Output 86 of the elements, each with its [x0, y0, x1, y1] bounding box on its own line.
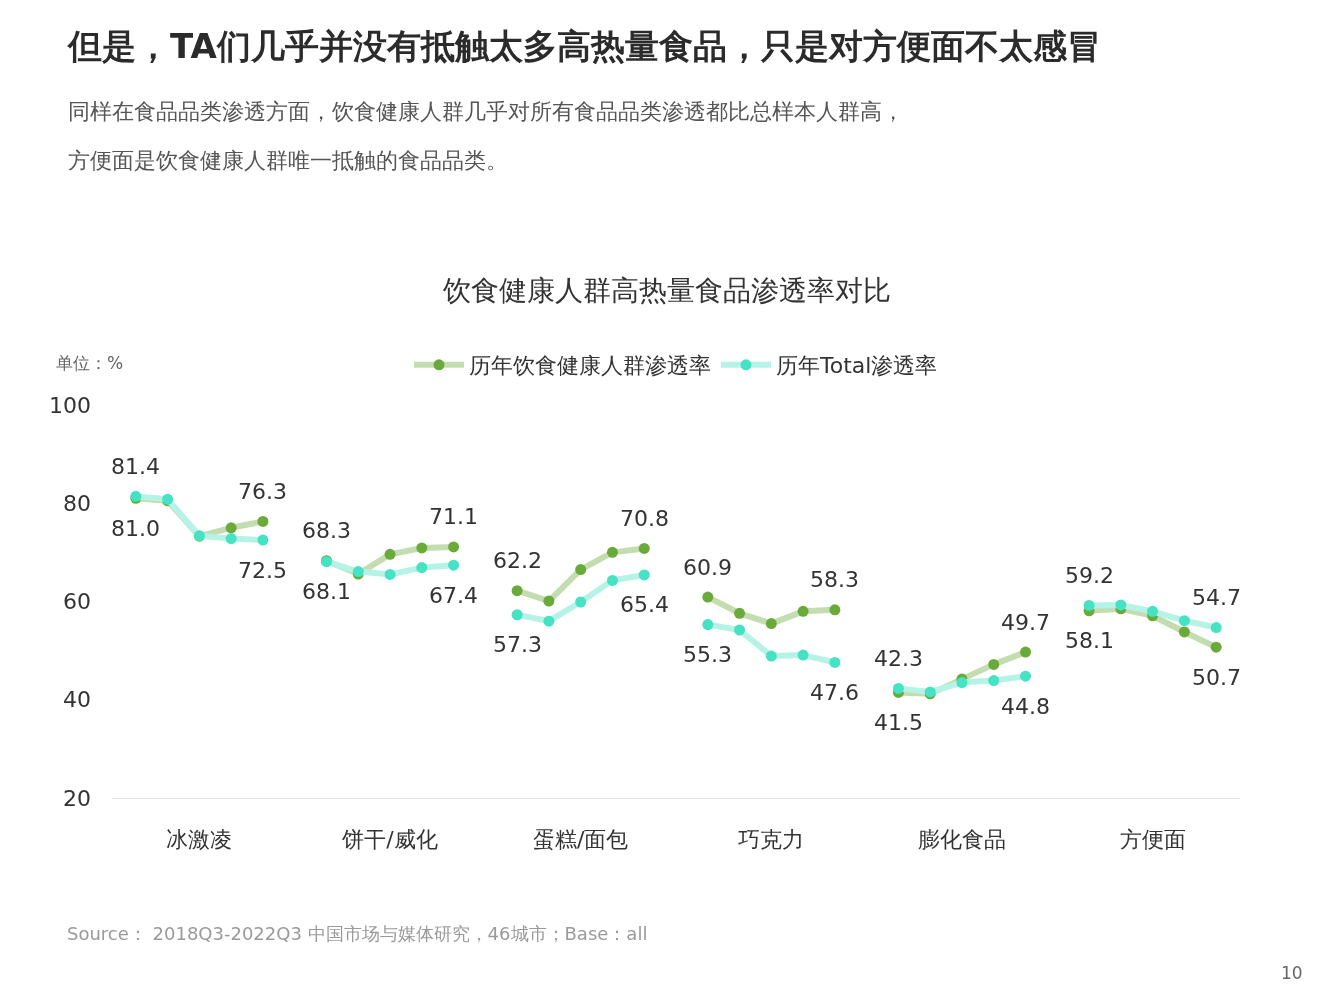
- data-label: 65.4: [620, 592, 669, 617]
- y-tick-label: 20: [63, 785, 91, 811]
- point: [384, 548, 396, 560]
- data-label: 47.6: [810, 680, 859, 705]
- data-label: 58.3: [810, 567, 859, 592]
- point: [1178, 615, 1190, 627]
- data-label: 54.7: [1192, 585, 1241, 610]
- data-label: 68.3: [302, 518, 351, 543]
- data-label: 60.9: [683, 555, 732, 580]
- data-label: 44.8: [1001, 694, 1050, 719]
- y-tick-label: 100: [49, 392, 91, 418]
- legend-label: 历年Total渗透率: [776, 353, 938, 379]
- point: [1178, 626, 1190, 638]
- point: [1020, 670, 1032, 682]
- point: [416, 562, 428, 574]
- point: [511, 609, 523, 621]
- y-tick-label: 40: [63, 687, 91, 713]
- point: [702, 619, 714, 631]
- x-tick-label: 方便面: [1119, 827, 1186, 853]
- point: [734, 624, 746, 636]
- point: [416, 542, 428, 554]
- chart-title: 但是，TA们几乎并没有抵触太多高热量食品，只是对方便面不太感冒: [66, 25, 1101, 66]
- point: [511, 585, 523, 597]
- point: [606, 574, 618, 586]
- data-label: 49.7: [1001, 610, 1050, 635]
- point: [575, 564, 587, 576]
- y-tick-label: 80: [63, 490, 91, 516]
- point: [765, 650, 777, 662]
- text: 饮食健康人群高热量食品渗透率对比: [442, 274, 891, 307]
- point: [1147, 605, 1159, 617]
- point: [638, 569, 650, 581]
- x-tick-label: 饼干/威化: [341, 827, 438, 853]
- point: [257, 515, 269, 527]
- data-label: 70.8: [620, 506, 669, 531]
- point: [892, 682, 904, 694]
- data-label: 41.5: [874, 710, 923, 735]
- point: [543, 615, 555, 627]
- point: [956, 677, 968, 689]
- x-tick-label: 巧克力: [738, 827, 805, 853]
- point: [448, 541, 460, 553]
- data-label: 76.3: [238, 479, 287, 504]
- point: [1020, 646, 1032, 658]
- point: [575, 596, 587, 608]
- data-label: 72.5: [238, 558, 287, 583]
- data-label: 62.2: [493, 548, 542, 573]
- point: [797, 605, 809, 617]
- point: [734, 607, 746, 619]
- point: [225, 522, 237, 534]
- point: [829, 604, 841, 616]
- point: [448, 559, 460, 571]
- data-label: 71.1: [429, 504, 478, 529]
- data-label: 55.3: [683, 642, 732, 667]
- x-tick-label: 膨化食品: [917, 827, 1006, 853]
- point: [797, 649, 809, 661]
- point: [1115, 599, 1127, 611]
- point: [606, 546, 618, 558]
- data-label: 68.1: [302, 579, 351, 604]
- point: [765, 618, 777, 630]
- point: [1210, 641, 1222, 653]
- data-label: 58.1: [1065, 628, 1114, 653]
- point: [1083, 599, 1095, 611]
- text: 10: [1281, 963, 1303, 983]
- point: [543, 595, 555, 607]
- point: [1210, 622, 1222, 634]
- data-label: 50.7: [1192, 665, 1241, 690]
- y-axis-title: 单位：%: [56, 353, 124, 373]
- x-tick-label: 冰激凌: [166, 827, 233, 853]
- source-note: Source： 2018Q3-2022Q3 中国市场与媒体研究，46城市；Base：all: [67, 923, 648, 944]
- data-label: 59.2: [1065, 563, 1114, 588]
- data-label: 57.3: [493, 632, 542, 657]
- point: [225, 533, 237, 545]
- point: [988, 675, 1000, 687]
- data-label: 81.4: [111, 454, 160, 479]
- point: [257, 534, 269, 546]
- data-label: 67.4: [429, 583, 478, 608]
- point: [829, 656, 841, 668]
- point: [702, 591, 714, 603]
- point: [988, 658, 1000, 670]
- chart-subtitle: 同样在食品品类渗透方面，饮食健康人群几乎对所有食品品类渗透都比总样本人群高，方便面是饮食健康人群唯一抵触的食品品类。: [68, 99, 904, 173]
- point: [384, 568, 396, 580]
- x-tick-label: 蛋糕/面包: [532, 827, 629, 853]
- data-label: 42.3: [874, 646, 923, 671]
- point: [638, 542, 650, 554]
- legend-label: 历年饮食健康人群渗透率: [469, 353, 711, 379]
- data-label: 81.0: [111, 516, 160, 541]
- y-tick-label: 60: [63, 589, 91, 615]
